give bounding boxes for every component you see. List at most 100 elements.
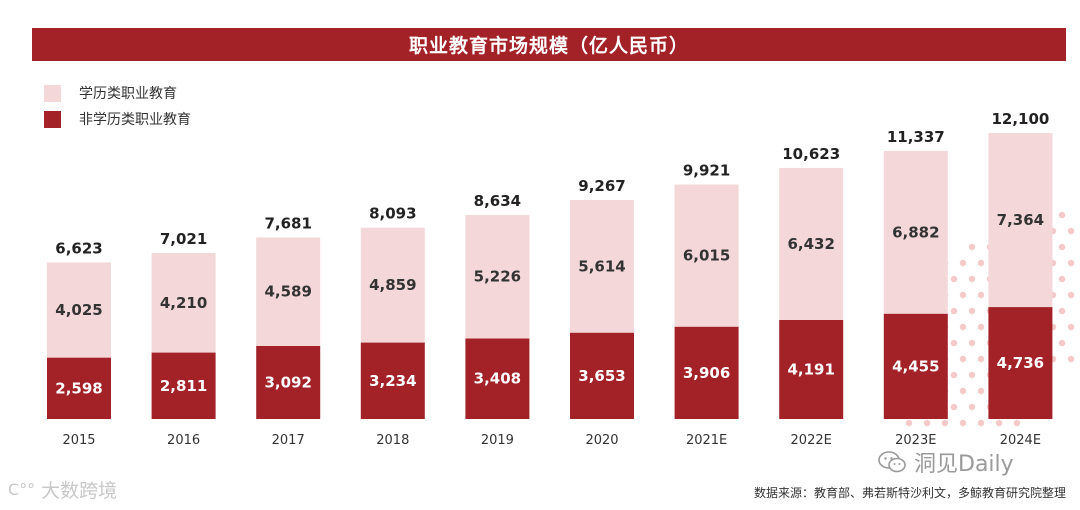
watermark-right-text: 洞见Daily xyxy=(914,452,1014,477)
bar-academic-2015 xyxy=(47,262,111,358)
x-tick-label-2018: 2018 xyxy=(376,433,409,448)
data-label-academic-2021E: 6,015 xyxy=(683,247,730,265)
data-label-academic-2018: 4,859 xyxy=(369,276,416,294)
decorative-dot xyxy=(995,419,1003,427)
data-label-academic-2016: 4,210 xyxy=(160,294,207,312)
total-label-2015: 6,623 xyxy=(55,239,102,257)
data-label-non-academic-2018: 3,234 xyxy=(369,372,416,390)
x-tick-label-2019: 2019 xyxy=(481,433,514,448)
data-label-academic-2017: 4,589 xyxy=(264,283,311,301)
decorative-dot xyxy=(959,355,967,363)
watermark-left: C°° 大数跨境 xyxy=(8,476,117,503)
x-tick-label-2017: 2017 xyxy=(272,433,305,448)
bar-academic-2023E xyxy=(883,151,948,314)
decorative-dot xyxy=(1067,323,1075,331)
decorative-dot xyxy=(1058,243,1066,251)
decorative-dot xyxy=(923,419,931,427)
decorative-dot xyxy=(905,419,913,427)
x-tick-label-2016: 2016 xyxy=(167,433,200,448)
watermark-right: 洞见Daily xyxy=(878,446,1014,478)
total-label-2023E: 11,337 xyxy=(887,128,945,146)
total-label-2019: 8,634 xyxy=(474,192,521,210)
decorative-dot xyxy=(1058,211,1066,219)
x-tick-label-2020: 2020 xyxy=(585,433,618,448)
data-label-non-academic-2019: 3,408 xyxy=(474,370,521,388)
decorative-dot xyxy=(968,307,976,315)
decorative-dot xyxy=(950,307,958,315)
data-label-academic-2022E: 6,432 xyxy=(787,235,834,253)
decorative-dot xyxy=(959,419,967,427)
legend-item-academic: 学历类职业教育 xyxy=(44,84,191,102)
decorative-dot xyxy=(959,259,967,267)
total-label-2024E: 12,100 xyxy=(991,110,1049,128)
data-label-academic-2019: 5,226 xyxy=(474,268,521,286)
legend: 学历类职业教育 非学历类职业教育 xyxy=(44,84,191,136)
decorative-dot xyxy=(950,275,958,283)
bar-non-academic-2018 xyxy=(360,342,425,419)
x-tick-label-2024E: 2024E xyxy=(1000,433,1041,448)
decorative-dot xyxy=(977,259,985,267)
data-label-non-academic-2020: 3,653 xyxy=(578,367,625,385)
total-label-2020: 9,267 xyxy=(578,177,625,195)
data-label-non-academic-2022E: 4,191 xyxy=(787,360,834,378)
decorative-dot xyxy=(1067,259,1075,267)
bar-academic-2022E xyxy=(779,167,844,320)
decorative-dot xyxy=(968,371,976,379)
bar-non-academic-2021E xyxy=(674,326,739,419)
decorative-dot xyxy=(968,339,976,347)
decorative-dot xyxy=(977,323,985,331)
legend-swatch-academic xyxy=(44,84,61,102)
decorative-dot xyxy=(1058,339,1066,347)
bar-non-academic-2022E xyxy=(779,319,844,419)
decorative-dot xyxy=(1058,275,1066,283)
data-label-non-academic-2023E: 4,455 xyxy=(892,357,939,375)
decorative-dot xyxy=(1067,355,1075,363)
decorative-dot xyxy=(959,387,967,395)
x-tick-label-2022E: 2022E xyxy=(791,433,832,448)
brand-logo-icon: C°° xyxy=(8,480,36,499)
decorative-dot xyxy=(968,243,976,251)
decorative-dot xyxy=(977,355,985,363)
bar-non-academic-2017 xyxy=(256,345,321,419)
total-label-2017: 7,681 xyxy=(264,214,311,232)
bar-non-academic-2023E xyxy=(883,313,948,419)
bar-non-academic-2016 xyxy=(151,352,216,419)
decorative-dot xyxy=(1067,291,1075,299)
decorative-dot xyxy=(1013,419,1021,427)
data-label-academic-2020: 5,614 xyxy=(578,257,625,275)
bar-non-academic-2020 xyxy=(570,332,634,419)
source-note: 数据来源：教育部、弗若斯特沙利文，多鲸教育研究院整理 xyxy=(753,486,1066,500)
legend-swatch-non-academic xyxy=(44,110,61,128)
bar-academic-2021E xyxy=(674,184,739,327)
total-label-2016: 7,021 xyxy=(160,230,207,248)
bar-academic-2024E xyxy=(988,133,1053,308)
bar-academic-2017 xyxy=(256,237,321,346)
bar-academic-2020 xyxy=(570,199,634,333)
decorative-dot xyxy=(941,419,949,427)
x-tick-label-2023E: 2023E xyxy=(895,433,936,448)
data-label-academic-2023E: 6,882 xyxy=(892,223,939,241)
total-label-2018: 8,093 xyxy=(369,205,416,223)
data-label-non-academic-2021E: 3,906 xyxy=(683,364,730,382)
data-label-academic-2015: 4,025 xyxy=(55,301,102,319)
decorative-dot xyxy=(959,291,967,299)
bar-academic-2018 xyxy=(360,227,425,343)
decorative-dot xyxy=(977,387,985,395)
data-label-non-academic-2024E: 4,736 xyxy=(997,354,1044,372)
decorative-dot xyxy=(950,403,958,411)
decorative-dot xyxy=(968,403,976,411)
total-label-2022E: 10,623 xyxy=(782,145,840,163)
chart-title: 职业教育市场规模（亿人民币） xyxy=(32,28,1066,61)
bar-non-academic-2019 xyxy=(465,338,530,419)
decorative-dot xyxy=(1067,227,1075,235)
data-label-non-academic-2017: 3,092 xyxy=(264,373,311,391)
legend-item-non-academic: 非学历类职业教育 xyxy=(44,110,191,128)
total-label-2021E: 9,921 xyxy=(683,162,730,180)
watermark-left-text: 大数跨境 xyxy=(41,480,118,502)
bar-non-academic-2024E xyxy=(988,307,1053,419)
bar-academic-2016 xyxy=(151,253,216,353)
decorative-dot xyxy=(977,419,985,427)
wechat-icon xyxy=(878,451,906,473)
data-label-academic-2024E: 7,364 xyxy=(997,211,1044,229)
